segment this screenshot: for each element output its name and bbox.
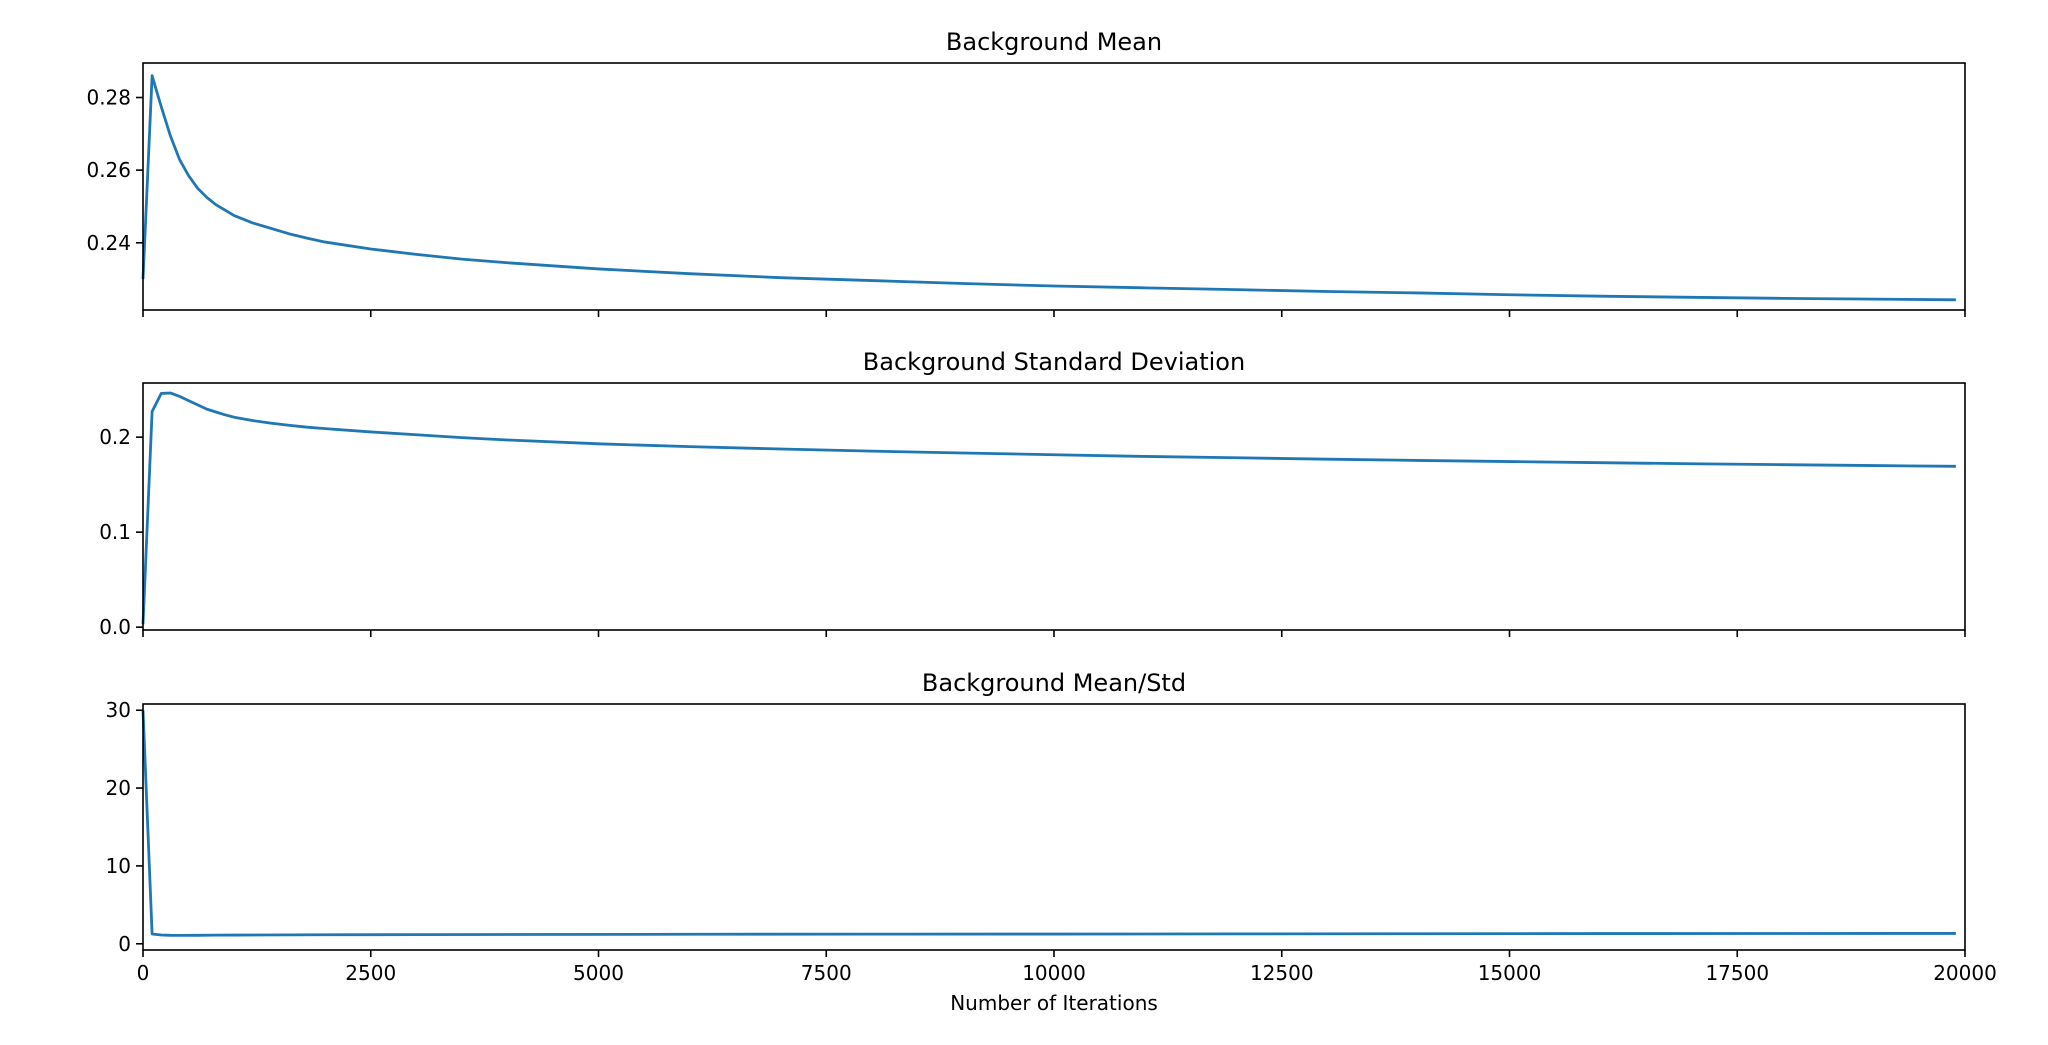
series-line: [141, 74, 1956, 302]
x-tick-label: 12500: [1250, 961, 1314, 985]
x-tick-label: 20000: [1933, 961, 1997, 985]
x-tick-label: 15000: [1478, 961, 1542, 985]
y-tick-label: 10: [106, 854, 131, 878]
subplot-background-std: Background Standard Deviation 0.0 0.1 0.2: [99, 348, 1966, 639]
x-ticks: [142, 310, 1966, 317]
subplot-title: Background Standard Deviation: [863, 348, 1245, 376]
x-tick-label: 5000: [573, 961, 624, 985]
subplot-title: Background Mean/Std: [922, 669, 1186, 697]
y-tick-label: 0.28: [86, 86, 131, 110]
y-tick-label: 20: [106, 776, 131, 800]
y-tick-label: 30: [106, 698, 131, 722]
plot-frame: [142, 382, 1966, 631]
series-line: [141, 391, 1956, 625]
x-tick-label: 0: [137, 961, 150, 985]
y-tick-label: 0: [118, 932, 131, 956]
plot-frame: [142, 703, 1966, 951]
y-tick-label: 0.26: [86, 158, 131, 182]
y-tick-label: 0.1: [99, 520, 131, 544]
y-ticks: 0.0 0.1 0.2: [99, 425, 143, 639]
y-tick-label: 0.2: [99, 425, 131, 449]
x-ticks: [142, 630, 1966, 637]
subplot-background-mean-std-ratio: Background Mean/Std 0 10 20 30 0 2500 5000 750…: [106, 669, 1997, 1015]
x-tick-label: 7500: [801, 961, 852, 985]
x-ticks: 0 2500 5000 7500 10000 12500 15000 17500 20000: [137, 950, 1997, 985]
plot-frame: [142, 62, 1966, 311]
y-tick-label: 0.0: [99, 615, 131, 639]
y-ticks: 0.24 0.26 0.28: [86, 86, 143, 255]
x-tick-label: 10000: [1022, 961, 1086, 985]
x-tick-label: 2500: [345, 961, 396, 985]
y-tick-label: 0.24: [86, 231, 131, 255]
y-ticks: 0 10 20 30: [106, 698, 143, 956]
x-tick-label: 17500: [1705, 961, 1769, 985]
series-line: [141, 710, 1956, 937]
subplot-background-mean: Background Mean 0.24 0.26 0.28: [86, 28, 1966, 317]
subplot-title: Background Mean: [946, 28, 1162, 56]
x-axis-label: Number of Iterations: [950, 991, 1158, 1015]
